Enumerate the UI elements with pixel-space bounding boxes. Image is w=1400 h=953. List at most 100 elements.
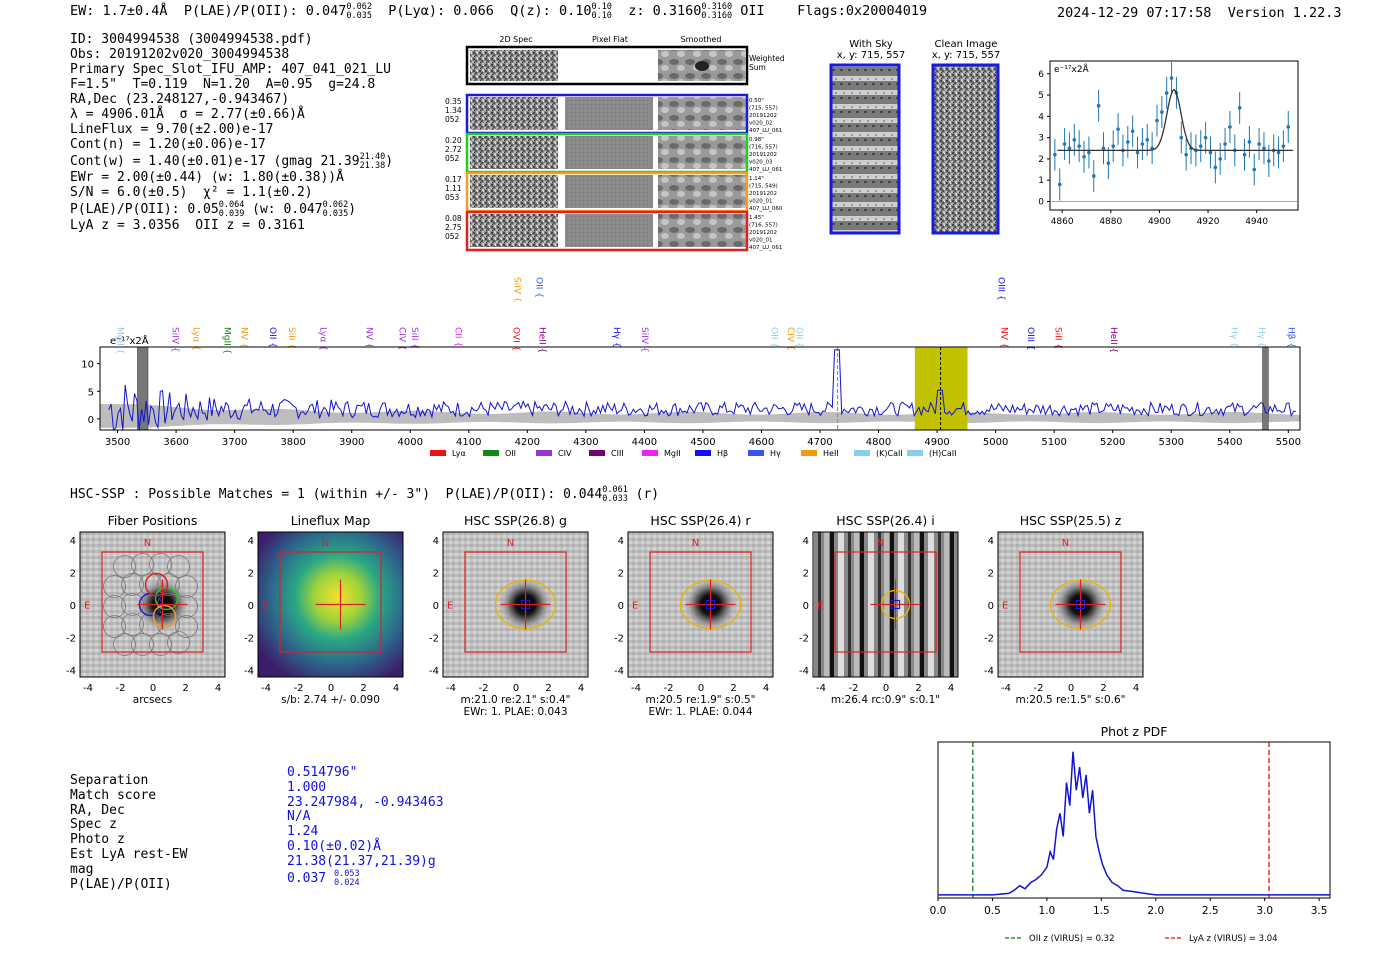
fiber-highlight	[152, 604, 177, 629]
compass-north: N	[144, 538, 151, 549]
panel-ytick-label: 4	[248, 536, 254, 547]
spec2d-row-right-label: 20191202	[749, 191, 777, 197]
spectrum-ytick-label: 10	[81, 360, 94, 371]
fit-ytick-label: 5	[1038, 91, 1044, 101]
target-marker	[890, 599, 901, 610]
panel-subtitle: m:21.0 re:2.1" s:0.4"	[461, 694, 571, 706]
spectrum-legend-label: CIII	[611, 449, 624, 458]
spectral-line-label: SiII {	[286, 327, 296, 349]
spec2d-row-flat	[565, 136, 653, 169]
panel-xtick-label: 2	[182, 683, 188, 694]
spectrum-legend-label: OII	[505, 449, 516, 458]
image-panel: HSC SSP(26.4) r N E 4 2 0 -2 -4 -4 -2 0 2 4 m:20.5 re…	[614, 513, 774, 718]
fit-ytick-label: 4	[1038, 112, 1044, 122]
panel-subtitle: arcsecs	[133, 694, 172, 706]
panel-xtick-label: 0	[883, 683, 889, 694]
spectrum-xtick-label: 5000	[983, 437, 1008, 448]
fit-point	[1140, 142, 1145, 146]
clean-image	[931, 63, 1000, 235]
info-plae: P(LAE)/P(OII): 0.050.064 0.039 (w: 0.0470…	[70, 200, 357, 219]
fit-xtick-label: 4860	[1051, 217, 1074, 227]
fit-point	[1077, 144, 1081, 148]
photz-xtick-label: 3.5	[1311, 905, 1328, 917]
panel-ytick-label: -2	[66, 634, 76, 645]
spectrum-xtick-label: 4300	[573, 437, 598, 448]
spectrum-legend-swatch	[695, 450, 711, 456]
photz-xtick-label: 0.0	[930, 905, 947, 917]
spectral-line-label: OII {	[794, 327, 804, 348]
spectrum-flux-line	[108, 349, 1296, 432]
info-contw: Cont(w) = 1.40(±0.01)e-17 (gmag 21.3921.…	[70, 152, 394, 171]
panel-ytick-label: 2	[988, 569, 994, 580]
panel-ytick-label: 0	[70, 601, 76, 612]
fit-point	[1252, 167, 1257, 172]
spec2d-row-right-label: 20191202	[749, 230, 777, 236]
panel-ytick-label: 4	[433, 536, 439, 547]
header-datetime-version: 2024-12-29 07:17:58 Version 1.22.3	[1057, 5, 1342, 21]
spectrum-xtick-label: 3700	[222, 437, 247, 448]
spectrum-xtick-label: 4000	[398, 437, 423, 448]
spec2d-row-smoothed	[658, 175, 746, 208]
panel-xtick-label: 0	[698, 683, 704, 694]
match-label: Separation	[70, 773, 149, 788]
compass-north: N	[692, 538, 699, 549]
fit-point	[1179, 135, 1184, 140]
header-z-range: 0.3160 0.3160	[701, 2, 733, 21]
panel-xtick-label: -4	[631, 683, 641, 694]
fit-point	[1096, 103, 1101, 108]
fit-point	[1106, 161, 1111, 165]
spectrum-legend-swatch	[483, 450, 499, 456]
fiber-circle	[175, 575, 198, 598]
spec2d-row-right-label: v020_03	[749, 160, 773, 166]
spectrum-xtick-label: 3900	[339, 437, 364, 448]
match-value: 1.000	[287, 779, 327, 795]
spec2d-row-left-label: 053	[445, 193, 460, 202]
fiber-circle	[167, 555, 190, 578]
panel-ytick-label: -4	[66, 666, 76, 677]
panel-ytick-label: -2	[984, 634, 994, 645]
compass-north: N	[877, 538, 884, 549]
panel-ytick-label: 0	[988, 601, 994, 612]
fit-point	[1257, 142, 1261, 146]
panel-xtick-label: 2	[915, 683, 921, 694]
panel-xtick-label: -4	[83, 683, 93, 694]
photz-legend-label: LyA z (VIRUS) = 3.04	[1189, 934, 1278, 944]
fit-point	[1091, 174, 1096, 178]
fiber-circle	[157, 573, 180, 596]
compass-north: N	[322, 538, 329, 549]
spectrum-legend-label: MgII	[664, 449, 681, 458]
fit-point	[1262, 146, 1266, 151]
fit-point	[1281, 144, 1286, 148]
image-panel-title: Fiber Positions	[108, 513, 198, 528]
spec2d-header-smoothed: Smoothed	[681, 35, 722, 44]
panel-ytick-label: 4	[70, 536, 76, 547]
image-panel-title: Lineflux Map	[291, 513, 371, 528]
spectral-line-label: MgII {	[115, 327, 125, 354]
spectrum-ytick-label: 5	[88, 387, 94, 398]
panel-xtick-label: -4	[446, 683, 456, 694]
spectrum-masked-region	[1262, 346, 1269, 431]
spec2d-row-spectrum	[470, 136, 558, 169]
cutouts-panel: With Sky x, y: 715, 557 Clean Image x, y…	[829, 39, 1000, 235]
panel-xtick-label: 4	[393, 683, 399, 694]
fit-point	[1053, 152, 1057, 157]
spec2d-row-left-label: 2.72	[445, 145, 462, 154]
fiber-circle	[103, 595, 126, 618]
spectrum-ylabel: e⁻¹⁷x2Å	[110, 334, 149, 347]
spectral-line-label: Hγ {	[1229, 327, 1239, 348]
spectrum-legend-label: Lyα	[452, 449, 466, 458]
panel-ytick-label: 0	[433, 601, 439, 612]
fit-point	[1184, 152, 1188, 157]
summary-header: EW: 1.7±0.4Å P(LAE)/P(OII): 0.0470.062 0.…	[70, 3, 927, 21]
spec2d-row-right-label: v020_02	[749, 121, 773, 127]
spectrum-xtick-label: 5400	[1217, 437, 1242, 448]
fit-point	[1208, 150, 1213, 155]
match-label: mag	[70, 861, 94, 877]
spectral-line-label: SiIV {	[170, 327, 180, 353]
spec2d-row-right-label: (716, 557)	[749, 223, 778, 229]
spectral-line-label: HeII {	[537, 327, 547, 353]
panel-xtick-label: -2	[1034, 683, 1044, 694]
spectrum-xtick-label: 4400	[632, 437, 657, 448]
spec2d-row-right-label: 20191202	[749, 113, 777, 119]
